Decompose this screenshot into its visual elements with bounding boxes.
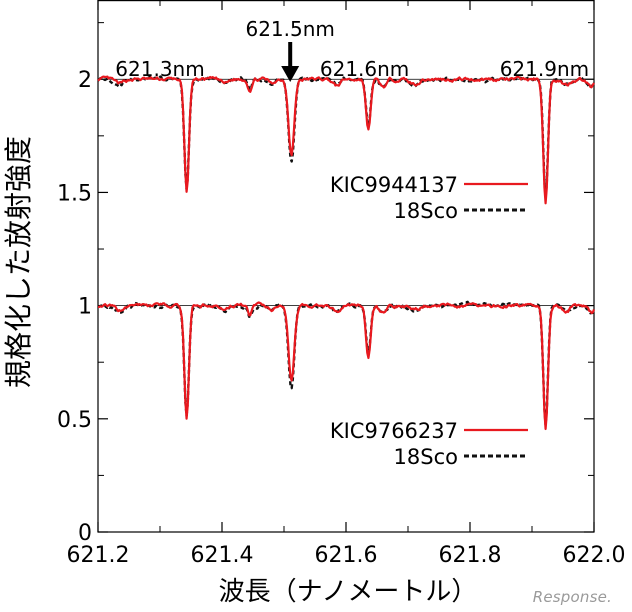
spectrum-line-red xyxy=(97,301,596,431)
spectrum-line-black xyxy=(97,300,596,427)
line-annotation-label: 621.5nm xyxy=(245,17,334,41)
annotation-arrow-head xyxy=(281,66,300,82)
x-tick-label: 621.4 xyxy=(191,543,254,568)
x-tick-label: 621.8 xyxy=(439,543,502,568)
spectrum-group xyxy=(97,75,595,205)
y-tick-label: 0 xyxy=(78,521,92,546)
legend-label: 18Sco xyxy=(394,199,458,223)
legend-label: KIC9944137 xyxy=(330,173,458,197)
response-watermark: Response. xyxy=(532,588,612,606)
y-tick-label: 1.5 xyxy=(57,181,92,206)
legend-label: 18Sco xyxy=(394,445,458,469)
line-annotation-label: 621.9nm xyxy=(500,57,589,81)
x-tick-label: 622.0 xyxy=(563,543,626,568)
legend-label: KIC9766237 xyxy=(330,419,458,443)
line-annotation-label: 621.6nm xyxy=(320,57,409,81)
line-annotations: 621.3nm 621.5nm 621.6nm 621.9nm xyxy=(115,17,589,82)
axis-ticks xyxy=(97,0,595,533)
y-tick-label: 1 xyxy=(78,295,92,320)
y-tick-label: 2 xyxy=(78,68,92,93)
axis-tick-labels: 621.2 621.4 621.6 621.8 622.0 0 0.5 1 1.5 2 xyxy=(57,68,625,568)
spectrum-line-red xyxy=(97,75,595,205)
x-tick-label: 621.6 xyxy=(315,543,378,568)
y-tick-label: 0.5 xyxy=(57,408,92,433)
y-axis-label: 規格化した放射強度 xyxy=(2,136,35,388)
spectrum-group xyxy=(97,300,596,431)
x-tick-label: 621.2 xyxy=(67,543,130,568)
series-layer xyxy=(97,75,596,431)
x-axis-label: 波長（ナノメートル） xyxy=(219,577,478,607)
line-annotation-label: 621.3nm xyxy=(115,57,204,81)
